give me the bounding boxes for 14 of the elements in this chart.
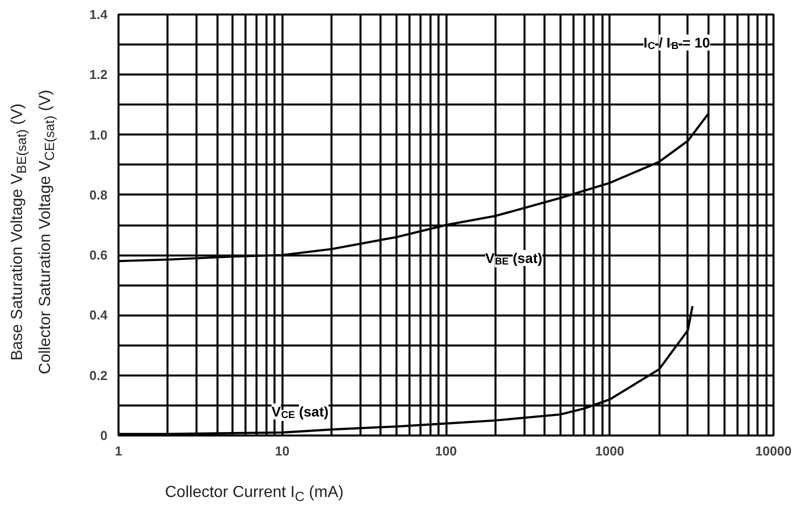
y-tick-label: 1.2 (89, 67, 108, 82)
x-tick-label: 10000 (755, 444, 792, 458)
y-tick-label: 0.8 (89, 187, 108, 202)
x-tick-label: 100 (435, 444, 457, 458)
x-tick-label: 1 (114, 444, 122, 458)
y-tick-label: 1.0 (89, 127, 108, 142)
y-tick-label: 0.6 (89, 248, 108, 263)
y-tick-label: 0 (100, 428, 108, 443)
y-tick-label: 0.4 (89, 308, 108, 323)
y-tick-label: 0.2 (89, 368, 108, 383)
x-tick-label: 10 (275, 444, 290, 458)
y-tick-label: 1.4 (89, 7, 108, 22)
x-tick-label: 1000 (595, 444, 624, 458)
x-axis-title: Collector Current I$_{C}$ (mA) (164, 483, 344, 506)
